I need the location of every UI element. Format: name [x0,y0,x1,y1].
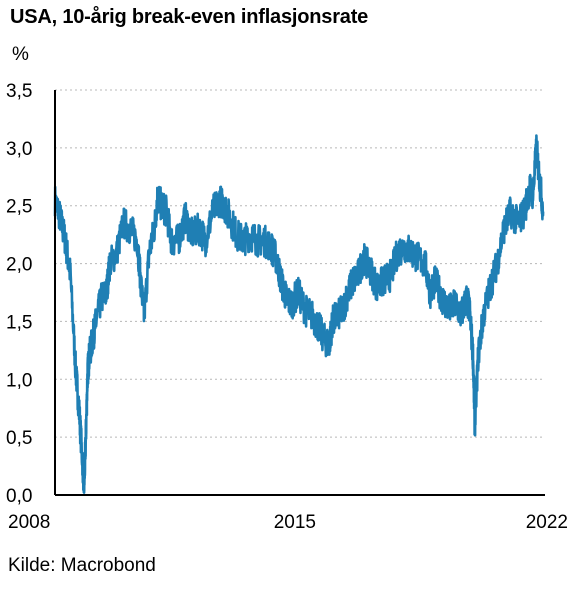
x-tick-labels: 2008 2015 2022 [8,512,568,533]
series-line [53,134,545,495]
source-note: Kilde: Macrobond [8,555,156,576]
y-tick-label: 2,0 [6,255,32,276]
y-axis-unit-label: % [12,44,29,65]
y-tick-label: 2,5 [6,197,32,218]
y-tick-label: 3,5 [6,81,32,102]
y-tick-labels: 0,0 0,5 1,0 1,5 2,0 2,5 3,0 3,5 [6,81,32,507]
axes [54,90,545,496]
y-tick-label: 3,0 [6,139,32,160]
x-tick-label: 2015 [274,512,316,533]
x-tick-label: 2008 [8,512,50,533]
y-tick-label: 0,5 [6,428,32,449]
x-tick-label: 2022 [526,512,568,533]
chart-title: USA, 10-årig break-even inflasjonsrate [10,6,369,28]
grid-lines [55,89,545,438]
series-layer [53,134,545,495]
y-tick-label: 1,0 [6,370,32,391]
y-tick-label: 1,5 [6,312,32,333]
y-tick-label: 0,0 [6,486,32,507]
